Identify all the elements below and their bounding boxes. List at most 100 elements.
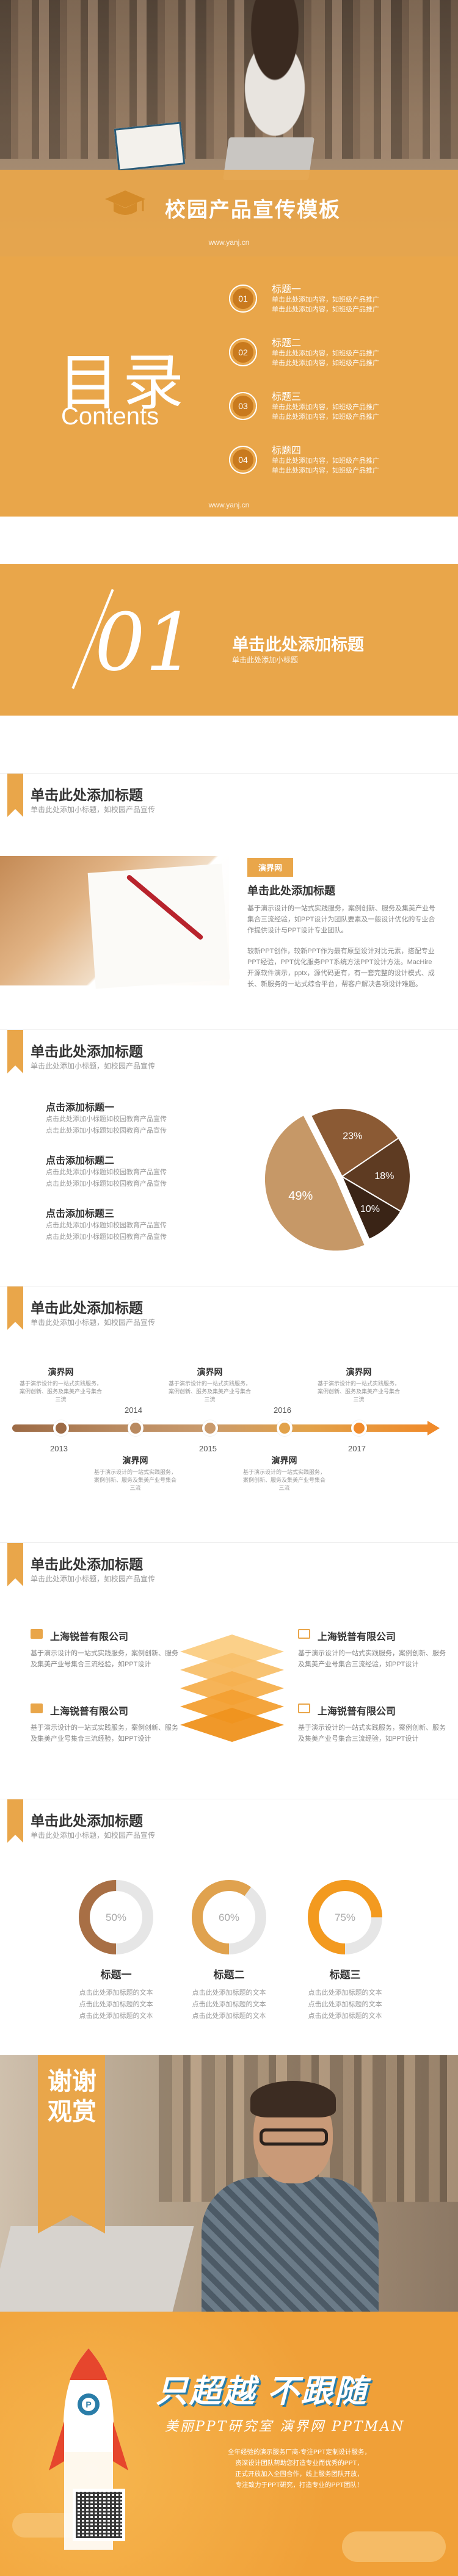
header-bookmark-icon bbox=[7, 1286, 23, 1330]
paper-image bbox=[87, 863, 230, 989]
section-band: 01 单击此处添加标题 单击此处添加小标题 bbox=[0, 564, 458, 716]
toc-item-desc: 单击此处添加内容，如班级产品推广 bbox=[272, 360, 379, 367]
donut-slide: 单击此处添加标题 单击此处添加小标题，如校园产品宣传 50% 标题一 点击此处添… bbox=[0, 1799, 458, 2055]
man-with-glasses-photo bbox=[202, 2081, 379, 2312]
cloud-decoration bbox=[342, 2531, 446, 2562]
thanks-slide: 谢谢观赏 bbox=[0, 2055, 458, 2312]
section-divider-slide: 01 单击此处添加标题 单击此处添加小标题 bbox=[0, 517, 458, 773]
donut-block: 60% 标题二 点击此处添加标题的文本 点击此处添加标题的文本 点击此处添加标题的文… bbox=[183, 1878, 275, 2022]
timeline-bar bbox=[12, 1424, 434, 1432]
company-name: 上海锐普有限公司 bbox=[298, 1628, 448, 1643]
timeline-card-title: 演界网 bbox=[197, 1367, 223, 1377]
donut-title: 标题一 bbox=[100, 1969, 132, 1981]
header-bookmark-icon bbox=[7, 1543, 23, 1586]
toc-item-label: 标题三 bbox=[272, 392, 302, 402]
timeline-card: 演界网 基于演示设计的一站式实践服务，案例创新、服务及集美产业号集合三流 bbox=[243, 1454, 325, 1492]
company-desc: 基于演示设计的一站式实践服务，案例创新、服务及集美产业号集合三流经验，如PPT设… bbox=[298, 1650, 446, 1668]
chart-icon bbox=[31, 1629, 43, 1639]
company-desc: 基于演示设计的一站式实践服务，案例创新、服务及集美产业号集合三流经验，如PPT设… bbox=[31, 1650, 178, 1668]
slide-title: 单击此处添加标题 bbox=[31, 1300, 143, 1316]
layered-stack-graphic bbox=[180, 1634, 284, 1742]
donut-desc: 点击此处添加标题的文本 点击此处添加标题的文本 点击此处添加标题的文本 bbox=[79, 1989, 153, 2020]
thanks-ribbon bbox=[38, 2055, 105, 2233]
company-block: 上海锐普有限公司 基于演示设计的一站式实践服务，案例创新、服务及集美产业号集合三… bbox=[31, 1628, 180, 1670]
promo-paragraph: 资深设计团队帮助您打造专业而优秀的PPT， bbox=[235, 2459, 363, 2467]
header-bookmark-icon bbox=[7, 1030, 23, 1073]
cover-title: 校园产品宣传模板 bbox=[165, 198, 341, 222]
toc-item-2[interactable]: 02 标题二 单击此处添加内容，如班级产品推广 单击此处添加内容，如班级产品推广 bbox=[229, 335, 437, 377]
company-name: 上海锐普有限公司 bbox=[31, 1628, 180, 1643]
timeline-card-title: 演界网 bbox=[122, 1456, 148, 1465]
toc-number-badge: 03 bbox=[229, 392, 257, 420]
cover-title-band: 校园产品宣传模板 www.yanj.cn bbox=[0, 170, 458, 256]
timeline-year: 2015 bbox=[199, 1444, 217, 1453]
timeline-year: 2016 bbox=[274, 1406, 291, 1415]
donut-title: 标题三 bbox=[329, 1969, 361, 1981]
toc-item-1[interactable]: 01 标题一 单击此处添加内容，如班级产品推广 单击此处添加内容，如班级产品推广 bbox=[229, 281, 437, 324]
slide-title: 单击此处添加标题 bbox=[31, 1043, 143, 1059]
graduation-cap-icon bbox=[105, 190, 145, 215]
contents-subheading: Contents bbox=[61, 403, 159, 430]
company-desc: 基于演示设计的一站式实践服务，案例创新、服务及集美产业号集合三流经验，如PPT设… bbox=[298, 1724, 446, 1743]
promo-slogan: 只超越 不跟随 bbox=[156, 2374, 368, 2409]
pie-slice-label: 18% bbox=[374, 1171, 394, 1181]
intro-paragraph-2: 较新PPT创作，较新PPT作为最有原型设计对比元素，搭配专业PPT经验，PPT优… bbox=[247, 948, 435, 988]
contents-heading: 目录 bbox=[58, 347, 187, 418]
point-line: 点击此处添加小标题如校园教育产品宣传 bbox=[46, 1180, 167, 1188]
promo-script-line: 美丽PPT研究室 演界网 PPTMAN bbox=[165, 2419, 405, 2434]
toc-item-desc: 单击此处添加内容，如班级产品推广 bbox=[272, 467, 379, 474]
contents-slide: 目录 Contents 01 标题一 单击此处添加内容，如班级产品推广 单击此处… bbox=[0, 256, 458, 517]
donut-fill bbox=[79, 1880, 153, 1954]
slide-subtitle: 单击此处添加小标题，如校园产品宣传 bbox=[31, 805, 156, 814]
toc-item-desc: 单击此处添加内容，如班级产品推广 bbox=[272, 296, 379, 303]
slide-title: 单击此处添加标题 bbox=[31, 787, 143, 803]
timeline-dot bbox=[351, 1420, 367, 1436]
shirt-image bbox=[202, 2177, 379, 2312]
promo-paragraph: 正式开放加入全国合作，线上服务团队开放， bbox=[235, 2470, 363, 2478]
slide-subtitle: 单击此处添加小标题，如校园产品宣传 bbox=[31, 1831, 156, 1840]
donut-fill bbox=[192, 1880, 266, 1954]
writing-hand-photo bbox=[0, 856, 230, 989]
timeline-card-desc: 基于演示设计的一站式实践服务，案例创新、服务及集美产业号集合三流 bbox=[20, 1381, 103, 1402]
toc-item-label: 标题一 bbox=[272, 285, 302, 295]
point-line: 点击此处添加小标题如校园教育产品宣传 bbox=[46, 1116, 167, 1123]
toc-item-label: 标题二 bbox=[272, 338, 302, 349]
donut-block: 50% 标题一 点击此处添加标题的文本 点击此处添加标题的文本 点击此处添加标题的文… bbox=[70, 1878, 162, 2022]
point-title: 点击添加标题一 bbox=[46, 1103, 115, 1113]
qr-code-icon bbox=[73, 2489, 125, 2541]
point-block-3: 点击添加标题三 点击此处添加小标题如校园教育产品宣传 点击此处添加小标题如校园教… bbox=[46, 1205, 229, 1243]
donut-chart: 60% bbox=[192, 1880, 266, 1954]
toc-item-desc: 单击此处添加内容，如班级产品推广 bbox=[272, 306, 379, 313]
point-line: 点击此处添加小标题如校园教育产品宣传 bbox=[46, 1169, 167, 1176]
company-block: 上海锐普有限公司 基于演示设计的一站式实践服务，案例创新、服务及集美产业号集合三… bbox=[31, 1703, 180, 1744]
folder-icon bbox=[31, 1703, 43, 1713]
promo-paragraph: 全年经验的演示服务厂商·专注PPT定制设计服务， bbox=[228, 2448, 371, 2456]
pie-slice bbox=[263, 1114, 366, 1252]
toc-number-badge: 01 bbox=[229, 285, 257, 313]
toc-item-desc: 单击此处添加内容，如班级产品推广 bbox=[272, 413, 379, 421]
intro-heading: 单击此处添加标题 bbox=[247, 885, 335, 897]
donut-chart: 50% bbox=[79, 1880, 153, 1954]
timeline-dot bbox=[277, 1420, 293, 1436]
donut-fill bbox=[308, 1880, 382, 1954]
toc-item-4[interactable]: 04 标题四 单击此处添加内容，如班级产品推广 单击此处添加内容，如班级产品推广 bbox=[229, 442, 437, 485]
svg-text:P: P bbox=[85, 2400, 91, 2409]
toc-item-desc: 单击此处添加内容，如班级产品推广 bbox=[272, 404, 379, 411]
donut-title: 标题二 bbox=[213, 1969, 245, 1981]
timeline-card: 演界网 基于演示设计的一站式实践服务，案例创新、服务及集美产业号集合三流 bbox=[318, 1366, 400, 1404]
toc-item-label: 标题四 bbox=[272, 446, 302, 456]
point-line: 点击此处添加小标题如校园教育产品宣传 bbox=[46, 1127, 167, 1134]
slide-subtitle: 单击此处添加小标题，如校园产品宣传 bbox=[31, 1575, 156, 1583]
play-icon bbox=[298, 1629, 310, 1639]
timeline-slide: 单击此处添加标题 单击此处添加小标题，如校园产品宣传 2013 2014 201… bbox=[0, 1286, 458, 1542]
point-block-2: 点击添加标题二 点击此处添加小标题如校园教育产品宣传 点击此处添加小标题如校园教… bbox=[46, 1152, 229, 1190]
header-bookmark-icon bbox=[7, 774, 23, 817]
point-line: 点击此处添加小标题如校园教育产品宣传 bbox=[46, 1222, 167, 1229]
section-title: 单击此处添加标题 bbox=[232, 636, 364, 654]
header-bookmark-icon bbox=[7, 1799, 23, 1843]
timeline-card: 演界网 基于演示设计的一站式实践服务，案例创新、服务及集美产业号集合三流 bbox=[20, 1366, 102, 1404]
timeline-card: 演界网 基于演示设计的一站式实践服务，案例创新、服务及集美产业号集合三流 bbox=[94, 1454, 176, 1492]
laptop-image bbox=[0, 2226, 194, 2312]
toc-item-3[interactable]: 03 标题三 单击此处添加内容，如班级产品推广 单击此处添加内容，如班级产品推广 bbox=[229, 388, 437, 431]
